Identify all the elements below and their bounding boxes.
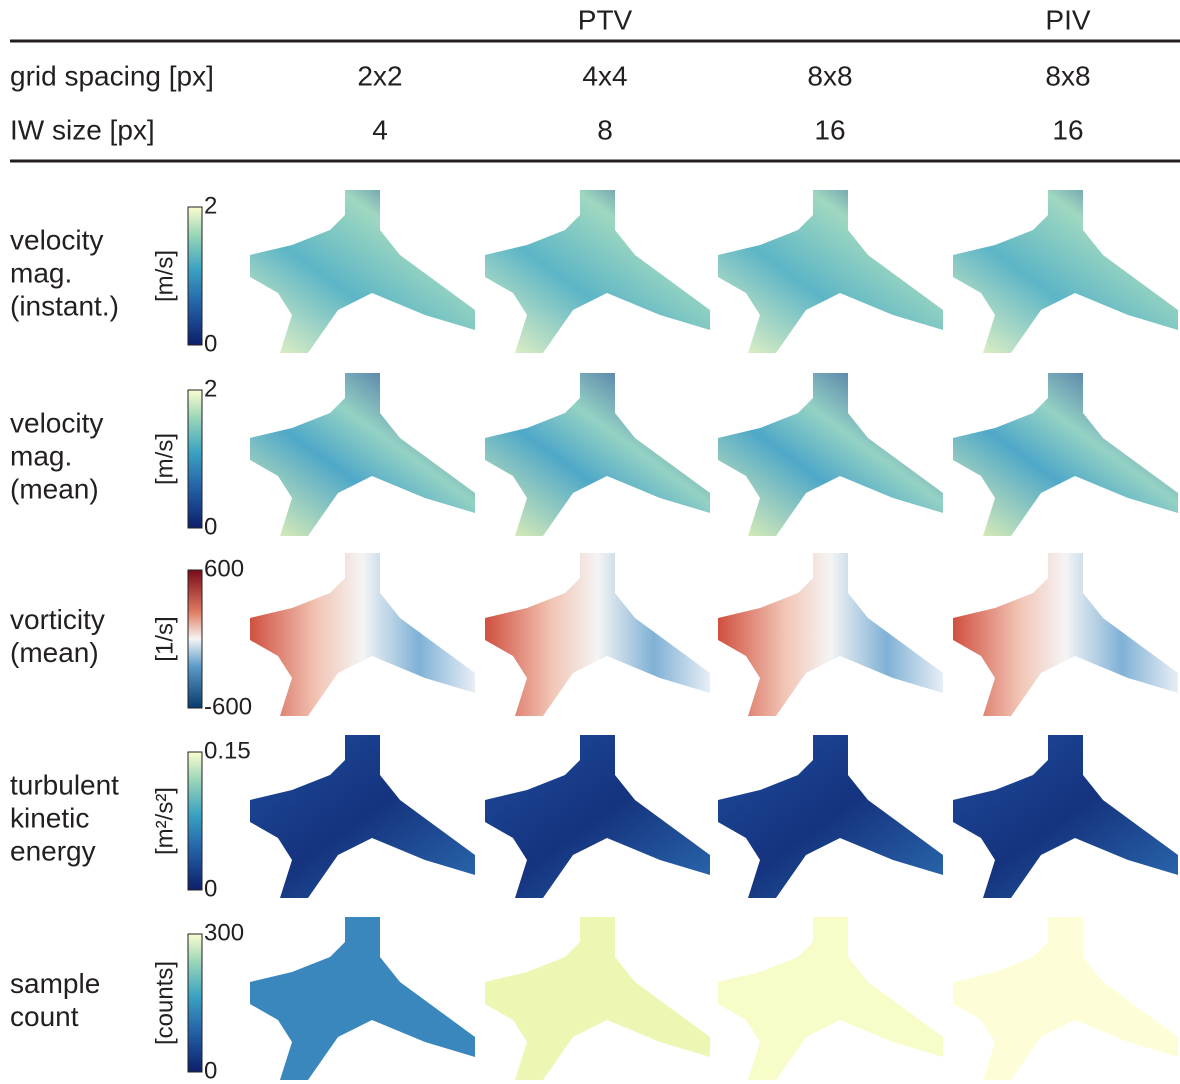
flow-field-image <box>953 735 1178 898</box>
param-label: IW size [px] <box>10 114 155 145</box>
header: PTV PIV grid spacing [px] 2x2 4x4 8x8 8x8 IW si… <box>10 4 1180 161</box>
colorbar-min: 0 <box>204 875 217 902</box>
param-value: 4 <box>372 114 388 145</box>
colorbar-min: 0 <box>204 513 217 540</box>
row-label: sample <box>10 968 100 999</box>
colorbar-min: 0 <box>204 330 217 357</box>
row-label: turbulent <box>10 769 119 800</box>
flow-field-image <box>718 373 943 536</box>
flow-field-image <box>250 373 475 536</box>
colorbar-max: 2 <box>204 192 217 219</box>
flow-field-image <box>718 190 943 353</box>
param-value: 16 <box>1052 114 1083 145</box>
param-value: 2x2 <box>357 60 402 91</box>
colorbar-max: 2 <box>204 375 217 402</box>
colorbar <box>188 207 202 345</box>
row-label: vorticity <box>10 604 105 635</box>
figure: PTV PIV grid spacing [px] 2x2 4x4 8x8 8x8 IW si… <box>0 0 1180 1084</box>
flow-field-image <box>485 190 710 353</box>
colorbar <box>188 390 202 528</box>
method-label: PIV <box>1045 4 1090 35</box>
param-label: grid spacing [px] <box>10 60 214 91</box>
param-value: 4x4 <box>582 60 627 91</box>
panel-grid: velocitymag.(instant.)20[m/s]velocitymag… <box>10 190 1178 1084</box>
flow-field-image <box>718 735 943 898</box>
row-label: (mean) <box>10 637 99 668</box>
flow-field-image <box>485 735 710 898</box>
row-label: (instant.) <box>10 290 119 321</box>
colorbar-unit: [m/s] <box>151 250 178 302</box>
flow-field-image <box>485 373 710 536</box>
method-label: PTV <box>578 4 633 35</box>
colorbar-unit: [m²/s²] <box>151 787 178 855</box>
flow-field-image <box>953 553 1178 716</box>
row-label: mag. <box>10 440 72 471</box>
param-value: 8x8 <box>1045 60 1090 91</box>
colorbar-min: -600 <box>204 693 252 720</box>
row-label: velocity <box>10 224 103 255</box>
colorbar-max: 600 <box>204 555 244 582</box>
param-value: 16 <box>814 114 845 145</box>
flow-field-image <box>250 735 475 898</box>
row-label: mag. <box>10 257 72 288</box>
flow-field-image <box>953 373 1178 536</box>
row-label: count <box>10 1001 79 1032</box>
colorbar <box>188 752 202 890</box>
colorbar-max: 0.15 <box>204 737 251 764</box>
flow-field-image <box>953 917 1178 1080</box>
flow-field-image <box>485 553 710 716</box>
row-label: (mean) <box>10 473 99 504</box>
row-label: velocity <box>10 407 103 438</box>
colorbar-unit: [counts] <box>151 961 178 1045</box>
colorbar-min: 0 <box>204 1057 217 1084</box>
row-label: kinetic <box>10 802 89 833</box>
flow-field-image <box>953 190 1178 353</box>
row-label: energy <box>10 835 96 866</box>
colorbar-unit: [1/s] <box>151 616 178 661</box>
colorbar-max: 300 <box>204 919 244 946</box>
colorbar <box>188 934 202 1072</box>
flow-field-image <box>718 917 943 1080</box>
flow-field-image <box>250 553 475 716</box>
flow-field-image <box>250 190 475 353</box>
flow-field-image <box>485 917 710 1080</box>
flow-field-image <box>718 553 943 716</box>
param-value: 8 <box>597 114 613 145</box>
flow-field-image <box>250 917 475 1080</box>
colorbar <box>188 570 202 708</box>
colorbar-unit: [m/s] <box>151 433 178 485</box>
param-value: 8x8 <box>807 60 852 91</box>
